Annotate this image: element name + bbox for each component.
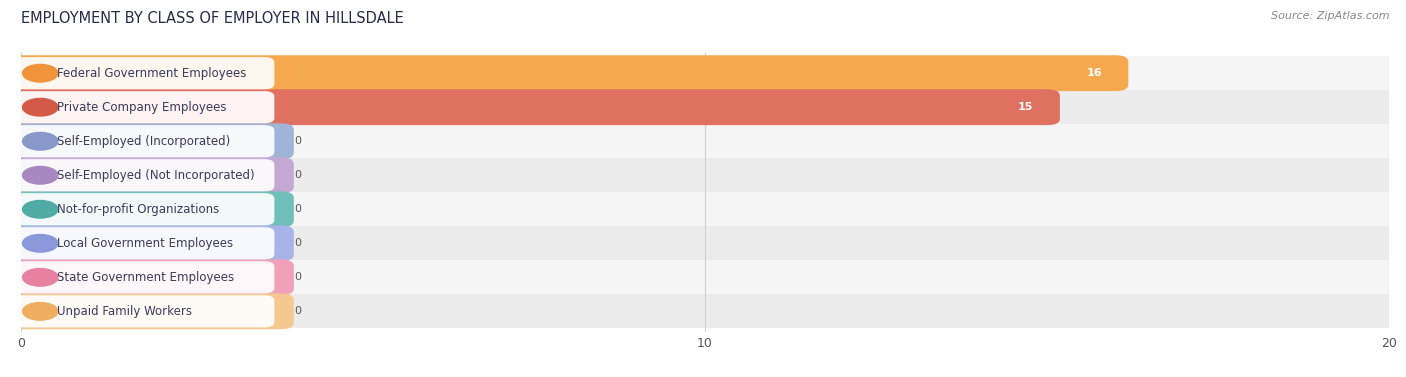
FancyBboxPatch shape	[8, 123, 294, 159]
Text: Unpaid Family Workers: Unpaid Family Workers	[56, 305, 191, 318]
FancyBboxPatch shape	[0, 294, 1406, 328]
FancyBboxPatch shape	[0, 226, 1406, 260]
Circle shape	[22, 234, 58, 252]
Text: Not-for-profit Organizations: Not-for-profit Organizations	[56, 203, 219, 216]
Circle shape	[22, 64, 58, 82]
Text: EMPLOYMENT BY CLASS OF EMPLOYER IN HILLSDALE: EMPLOYMENT BY CLASS OF EMPLOYER IN HILLS…	[21, 11, 404, 26]
Circle shape	[22, 132, 58, 150]
FancyBboxPatch shape	[8, 192, 294, 227]
Circle shape	[22, 98, 58, 116]
FancyBboxPatch shape	[8, 157, 294, 193]
Circle shape	[22, 167, 58, 184]
Text: State Government Employees: State Government Employees	[56, 271, 233, 284]
Circle shape	[22, 201, 58, 218]
FancyBboxPatch shape	[14, 193, 274, 225]
FancyBboxPatch shape	[14, 91, 274, 123]
FancyBboxPatch shape	[0, 158, 1406, 192]
Text: 0: 0	[295, 238, 302, 248]
FancyBboxPatch shape	[8, 259, 294, 295]
Circle shape	[22, 303, 58, 320]
Text: 0: 0	[295, 272, 302, 282]
FancyBboxPatch shape	[8, 89, 1060, 125]
Text: 0: 0	[295, 136, 302, 146]
FancyBboxPatch shape	[8, 293, 294, 329]
FancyBboxPatch shape	[14, 57, 274, 89]
Text: Source: ZipAtlas.com: Source: ZipAtlas.com	[1271, 11, 1389, 21]
FancyBboxPatch shape	[0, 124, 1406, 158]
FancyBboxPatch shape	[14, 159, 274, 192]
Circle shape	[22, 268, 58, 286]
Text: Private Company Employees: Private Company Employees	[56, 101, 226, 114]
FancyBboxPatch shape	[14, 295, 274, 328]
FancyBboxPatch shape	[8, 55, 1128, 91]
FancyBboxPatch shape	[0, 90, 1406, 124]
Text: Local Government Employees: Local Government Employees	[56, 237, 233, 250]
FancyBboxPatch shape	[14, 227, 274, 259]
Text: Self-Employed (Not Incorporated): Self-Employed (Not Incorporated)	[56, 169, 254, 182]
Text: Self-Employed (Incorporated): Self-Employed (Incorporated)	[56, 135, 231, 148]
FancyBboxPatch shape	[0, 192, 1406, 226]
Text: 0: 0	[295, 170, 302, 180]
Text: Federal Government Employees: Federal Government Employees	[56, 67, 246, 80]
FancyBboxPatch shape	[8, 225, 294, 261]
FancyBboxPatch shape	[0, 56, 1406, 90]
Text: 0: 0	[295, 307, 302, 316]
Text: 0: 0	[295, 204, 302, 214]
FancyBboxPatch shape	[14, 261, 274, 293]
Text: 16: 16	[1087, 68, 1102, 78]
Text: 15: 15	[1018, 102, 1033, 112]
FancyBboxPatch shape	[14, 125, 274, 157]
FancyBboxPatch shape	[0, 260, 1406, 294]
